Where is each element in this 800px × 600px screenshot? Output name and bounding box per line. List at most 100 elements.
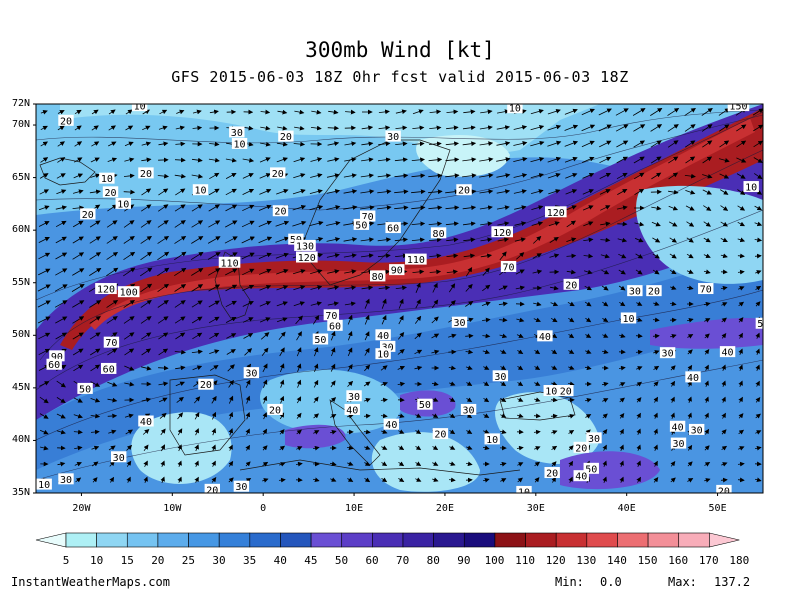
wind-arrow xyxy=(482,333,491,339)
wind-arrow xyxy=(377,173,392,179)
contour-label-box xyxy=(267,403,283,415)
wind-arrow xyxy=(738,317,744,323)
wind-arrow xyxy=(684,107,696,116)
wind-arrow xyxy=(755,301,761,307)
wind-arrow xyxy=(157,173,169,179)
contour-label-box xyxy=(544,467,560,479)
wind-arrow xyxy=(208,188,220,196)
wind-arrow xyxy=(364,298,370,309)
wind-arrow xyxy=(243,125,254,131)
contour-label-box xyxy=(669,420,686,432)
wind-arrow xyxy=(568,460,574,467)
wind-arrow xyxy=(296,396,302,404)
wind-arrow xyxy=(566,220,576,228)
contour-label-box xyxy=(563,278,579,290)
wind-arrow xyxy=(584,397,592,403)
contour-label-box xyxy=(294,239,316,251)
wind-arrow xyxy=(754,221,763,227)
wind-arrow xyxy=(363,413,371,419)
wind-arrow xyxy=(551,365,558,370)
wind-arrow xyxy=(107,348,118,356)
lat-label: 40N xyxy=(11,434,30,446)
wind-arrow xyxy=(124,365,135,371)
wind-arrow xyxy=(551,476,557,483)
wind-arrow xyxy=(617,237,628,243)
contour-label: 10 xyxy=(194,186,206,197)
wind-arrow xyxy=(636,428,641,435)
wind-arrow xyxy=(108,109,116,115)
wind-arrow xyxy=(245,411,251,420)
wind-arrow xyxy=(207,236,221,244)
contour-label: 60 xyxy=(48,360,60,371)
colorbar-tick-label: 160 xyxy=(668,554,689,567)
wind-arrow xyxy=(633,172,645,180)
contour-label-box xyxy=(719,346,736,358)
colorbar-tick-label: 60 xyxy=(365,554,379,567)
contour-label: 50 xyxy=(79,384,91,395)
wind-arrow xyxy=(108,141,117,147)
wind-arrow xyxy=(38,237,50,243)
wind-arrow xyxy=(160,444,165,452)
contour-label: 120 xyxy=(298,253,316,264)
contour-label: 70 xyxy=(503,262,515,273)
contour-label: 30 xyxy=(382,342,394,353)
wind-arrow xyxy=(38,332,51,340)
wind-arrow xyxy=(158,397,168,403)
wind-arrow xyxy=(157,220,169,228)
wind-arrow xyxy=(548,189,561,195)
wind-arrow xyxy=(737,221,746,227)
wind-arrow xyxy=(261,347,269,357)
wind-arrow xyxy=(140,235,152,244)
contour-label: 20 xyxy=(82,210,94,221)
wind-arrow xyxy=(313,413,320,419)
colorbar-tick-label: 170 xyxy=(698,554,719,567)
wind-arrow xyxy=(496,205,510,210)
wind-arrow xyxy=(669,221,678,227)
wind-arrow xyxy=(141,332,152,340)
wind-arrow xyxy=(721,412,726,419)
wind-arrow xyxy=(431,333,440,339)
wind-arrow xyxy=(719,173,730,179)
wind-arrow xyxy=(174,220,186,228)
wind-arrow xyxy=(480,237,493,243)
wind-arrow xyxy=(106,316,118,324)
wind-arrow xyxy=(517,397,524,402)
wind-arrow xyxy=(295,315,303,325)
wind-arrow xyxy=(581,124,596,132)
wind-arrow xyxy=(449,397,456,402)
wind-arrow xyxy=(347,380,354,387)
wind-arrow xyxy=(547,108,561,115)
wind-arrow xyxy=(279,412,285,420)
contour-label: 20 xyxy=(575,443,587,454)
colorbar-tick-label: 180 xyxy=(729,554,750,567)
wind-arrow xyxy=(634,221,645,227)
wind-arrow xyxy=(482,284,491,292)
wind-arrow xyxy=(568,349,575,354)
wind-arrow xyxy=(343,253,357,258)
wind-arrow xyxy=(479,173,494,178)
wind-arrow xyxy=(225,188,237,196)
contour-label: 70 xyxy=(105,338,117,349)
wind-arrow xyxy=(530,189,544,194)
wind-arrow xyxy=(465,267,473,277)
contour-label: 30 xyxy=(691,425,703,436)
wind-arrow xyxy=(513,141,528,146)
wind-arrow xyxy=(615,108,629,116)
wind-arrow xyxy=(174,316,186,324)
wind-arrow xyxy=(192,125,203,131)
contour-label-box xyxy=(379,340,396,352)
wind-arrow xyxy=(619,460,624,467)
wind-arrow xyxy=(90,381,101,387)
contour-label: 150 xyxy=(729,102,747,113)
wind-arrow xyxy=(123,173,135,179)
contour-label-box xyxy=(484,433,500,445)
wind-arrow xyxy=(619,397,625,403)
contour-label-box xyxy=(460,403,477,415)
contour-label-box xyxy=(77,382,93,394)
wind-arrow xyxy=(500,397,507,403)
wind-arrow xyxy=(345,109,356,115)
wind-arrow xyxy=(225,204,238,212)
contour-label: 30 xyxy=(231,128,243,139)
contour-label-box xyxy=(115,197,131,209)
